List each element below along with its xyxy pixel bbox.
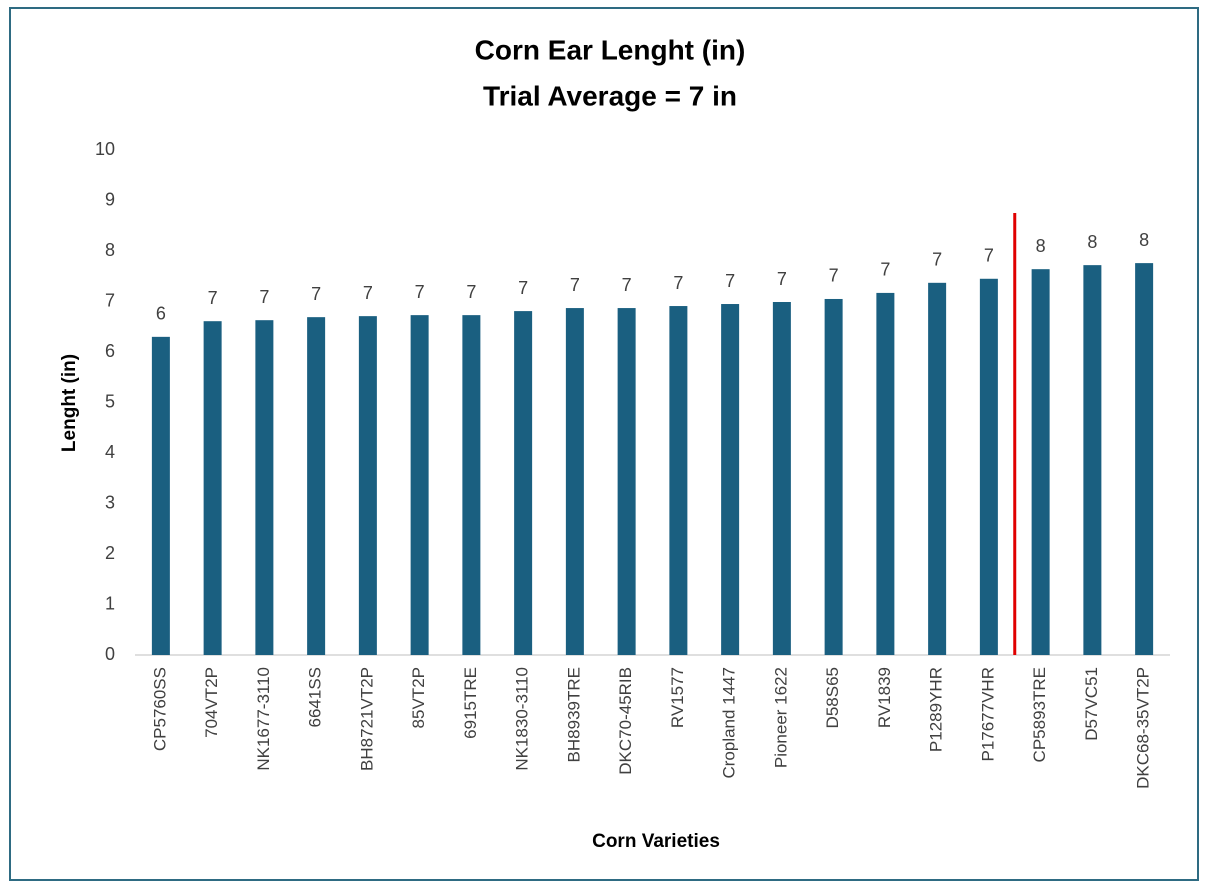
data-label: 7 bbox=[777, 269, 787, 289]
bar bbox=[255, 320, 274, 655]
y-tick-label: 10 bbox=[95, 139, 115, 159]
x-tick-label: 704VT2P bbox=[202, 667, 221, 738]
bar bbox=[565, 308, 584, 655]
x-tick-label: NK1830-3110 bbox=[513, 667, 532, 771]
chart-subtitle: Trial Average = 7 in bbox=[483, 80, 737, 111]
data-label: 7 bbox=[622, 275, 632, 295]
bar bbox=[721, 304, 740, 655]
x-tick-label: Cropland 1447 bbox=[720, 667, 739, 779]
bar bbox=[1031, 269, 1050, 655]
x-tick-label: CP5893TRE bbox=[1030, 667, 1049, 762]
data-label: 7 bbox=[725, 271, 735, 291]
y-axis-title: Lenght (in) bbox=[59, 354, 80, 452]
data-label: 7 bbox=[984, 246, 994, 266]
bar bbox=[203, 321, 222, 655]
data-label: 7 bbox=[415, 282, 425, 302]
bar bbox=[462, 315, 481, 655]
x-tick-label: DKC70-45RIB bbox=[616, 667, 635, 775]
y-tick-label: 8 bbox=[105, 240, 115, 260]
x-tick-label: P1289YHR bbox=[927, 667, 946, 752]
x-tick-label: 6915TRE bbox=[461, 667, 480, 739]
data-label: 7 bbox=[829, 266, 839, 286]
bar bbox=[928, 282, 947, 655]
y-tick-label: 9 bbox=[105, 189, 115, 209]
data-label: 7 bbox=[932, 250, 942, 270]
bar bbox=[669, 306, 688, 655]
data-label: 7 bbox=[311, 284, 321, 304]
bar bbox=[772, 302, 791, 655]
x-tick-label: Pioneer 1622 bbox=[771, 667, 790, 768]
bar bbox=[410, 315, 429, 655]
bar bbox=[979, 278, 998, 655]
x-tick-label: P17677VHR bbox=[978, 667, 997, 762]
x-tick-label: DKC68-35VT2P bbox=[1134, 667, 1153, 789]
y-tick-label: 7 bbox=[105, 290, 115, 310]
data-label: 8 bbox=[1139, 230, 1149, 250]
x-tick-label: RV1839 bbox=[875, 667, 894, 728]
data-label: 7 bbox=[673, 273, 683, 293]
bar bbox=[514, 311, 533, 655]
chart-frame bbox=[9, 7, 1199, 881]
data-label: 7 bbox=[570, 275, 580, 295]
x-tick-label: RV1577 bbox=[668, 667, 687, 728]
data-label: 7 bbox=[259, 287, 269, 307]
y-tick-label: 0 bbox=[105, 644, 115, 664]
x-tick-label: 6641SS bbox=[306, 667, 325, 728]
bar bbox=[824, 298, 843, 655]
y-tick-label: 2 bbox=[105, 543, 115, 563]
y-tick-label: 1 bbox=[105, 593, 115, 613]
x-tick-label: D57VC51 bbox=[1082, 667, 1101, 741]
data-label: 6 bbox=[156, 304, 166, 324]
bar bbox=[1135, 263, 1154, 655]
x-tick-label: D58S65 bbox=[823, 667, 842, 728]
data-label: 7 bbox=[466, 282, 476, 302]
bar bbox=[307, 317, 326, 655]
bar bbox=[617, 308, 636, 655]
x-tick-label: BH8939TRE bbox=[564, 667, 583, 762]
bar bbox=[358, 316, 377, 655]
y-tick-label: 4 bbox=[105, 442, 115, 462]
y-tick-label: 5 bbox=[105, 391, 115, 411]
x-tick-label: 85VT2P bbox=[409, 667, 428, 728]
y-tick-label: 6 bbox=[105, 341, 115, 361]
chart-title: Corn Ear Lenght (in) bbox=[475, 34, 746, 65]
data-label: 8 bbox=[1087, 232, 1097, 252]
data-label: 7 bbox=[363, 283, 373, 303]
data-label: 7 bbox=[518, 278, 528, 298]
bar bbox=[876, 292, 895, 655]
bar bbox=[151, 336, 170, 655]
data-label: 8 bbox=[1036, 236, 1046, 256]
data-label: 7 bbox=[208, 288, 218, 308]
x-tick-label: CP5760SS bbox=[150, 667, 169, 751]
x-tick-label: BH8721VT2P bbox=[357, 667, 376, 771]
bar bbox=[1083, 265, 1102, 655]
y-tick-label: 3 bbox=[105, 492, 115, 512]
x-axis-title: Corn Varieties bbox=[592, 831, 720, 852]
data-label: 7 bbox=[880, 260, 890, 280]
x-tick-label: NK1677-3110 bbox=[254, 667, 273, 771]
